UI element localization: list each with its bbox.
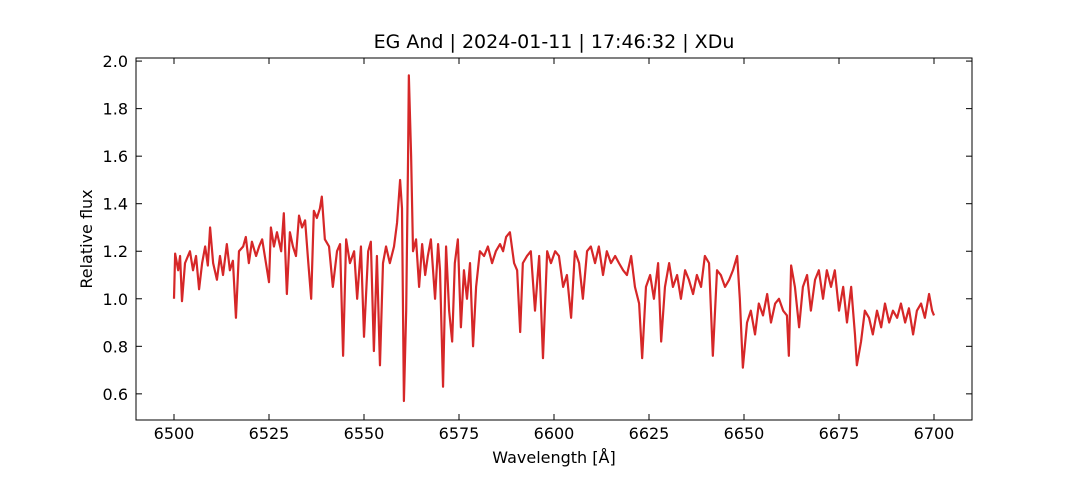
x-tick-label: 6600 <box>534 424 575 443</box>
y-tick-label: 0.8 <box>103 337 128 356</box>
spectrum-line <box>172 74 936 403</box>
y-tick-label: 1.4 <box>103 195 128 214</box>
y-tick-label: 2.0 <box>103 52 128 71</box>
x-tick-label: 6675 <box>819 424 860 443</box>
y-tick-label: 1.8 <box>103 100 128 119</box>
x-tick-label: 6650 <box>724 424 765 443</box>
x-tick-label: 6575 <box>439 424 480 443</box>
x-tick-label: 6500 <box>154 424 195 443</box>
y-tick-label: 1.0 <box>103 290 128 309</box>
y-tick-label: 1.6 <box>103 147 128 166</box>
plot-frame <box>135 57 973 421</box>
y-tick-label: 1.2 <box>103 242 128 261</box>
x-tick-label: 6550 <box>344 424 385 443</box>
x-tick-label: 6700 <box>914 424 955 443</box>
y-tick-label: 0.6 <box>103 385 128 404</box>
y-axis-label: Relative flux <box>77 189 96 288</box>
x-tick-label: 6525 <box>249 424 290 443</box>
x-axis-label: Wavelength [Å] <box>492 448 615 467</box>
chart-title: EG And | 2024-01-11 | 17:46:32 | XDu <box>374 31 735 53</box>
x-tick-label: 6625 <box>629 424 670 443</box>
